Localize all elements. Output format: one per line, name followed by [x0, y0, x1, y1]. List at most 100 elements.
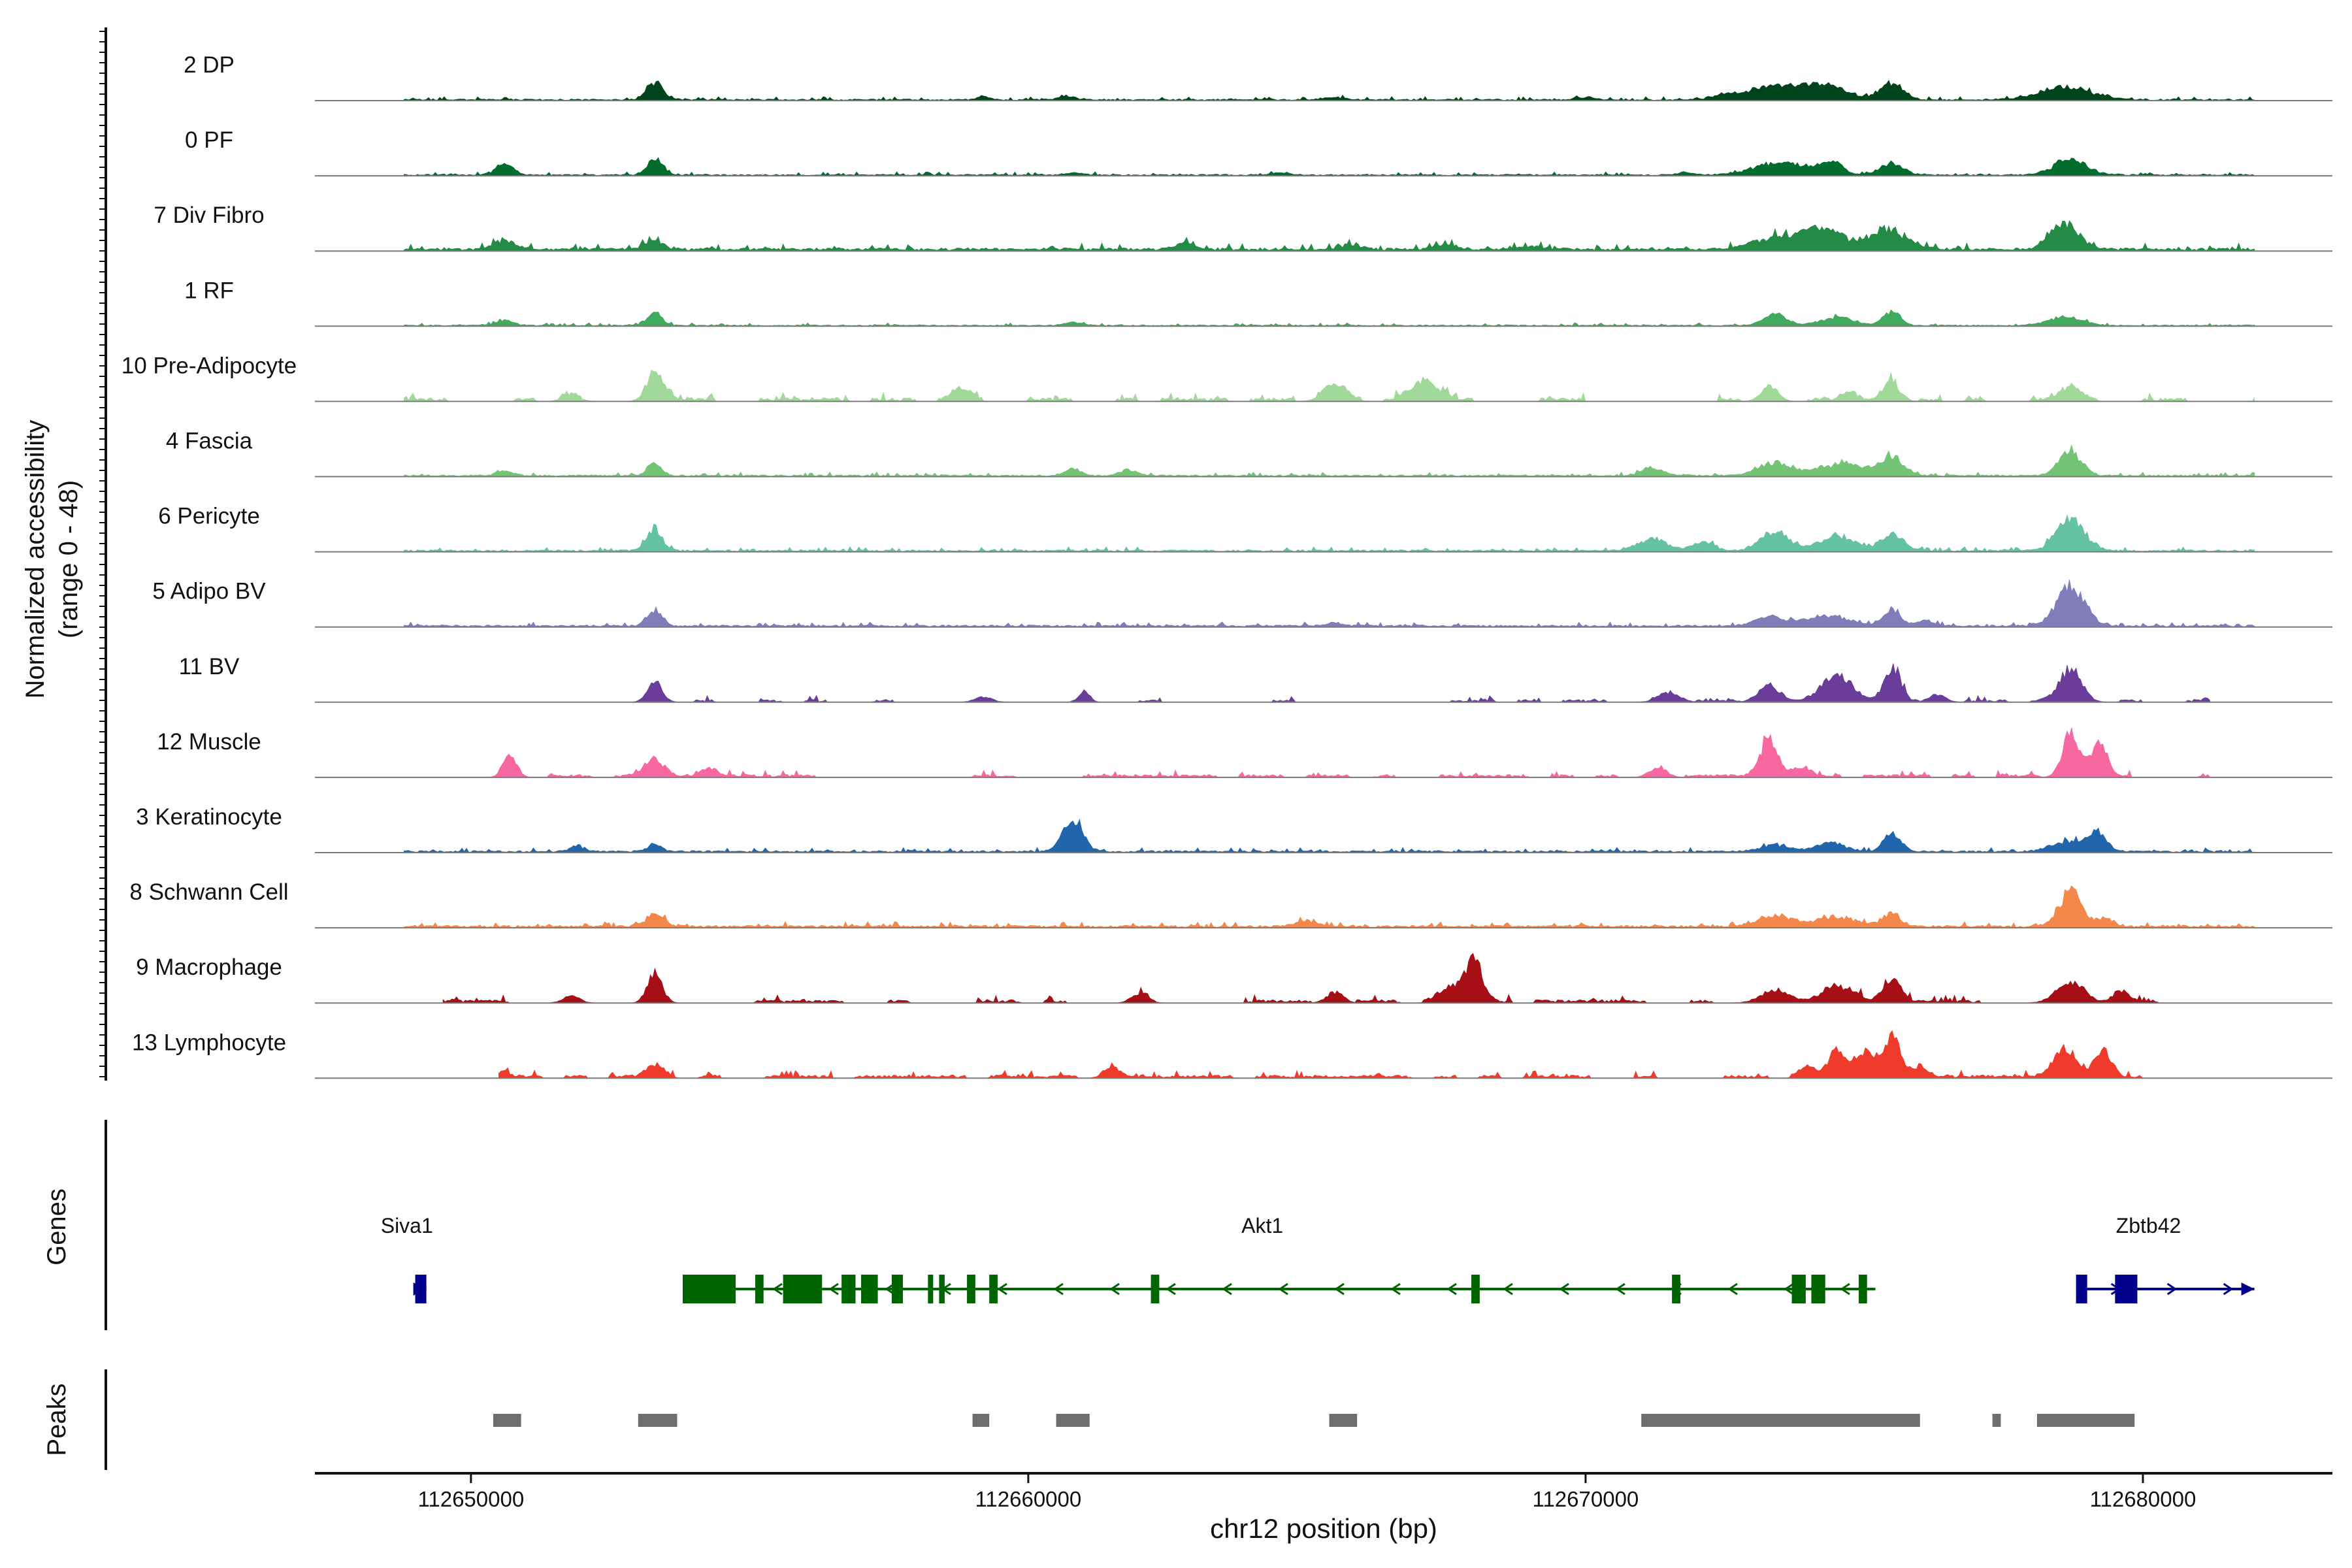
track-label: 12 Muscle [157, 729, 261, 755]
strand-chevron [1390, 1282, 1401, 1296]
track-label: 8 Schwann Cell [129, 879, 288, 905]
track-label: 13 Lymphocyte [132, 1030, 286, 1055]
strand-chevron [1559, 1282, 1569, 1296]
strand-chevron [1109, 1282, 1120, 1296]
coverage-area [404, 444, 2255, 477]
strand-chevron [1727, 1282, 1738, 1296]
peak-region [1056, 1414, 1090, 1427]
strand-chevron [1334, 1282, 1345, 1296]
coverage-area [442, 953, 2210, 1004]
gene-label: Zbtb42 [2116, 1214, 2181, 1237]
y-axis-title-line2: (range 0 - 48) [54, 480, 83, 638]
x-tick-label: 112660000 [975, 1487, 1082, 1511]
gene-exon [967, 1275, 975, 1303]
strand-chevron [2223, 1282, 2234, 1296]
genes-axis-title: Genes [42, 1188, 71, 1266]
strand-chevron [1278, 1282, 1288, 1296]
coverage-area [404, 220, 2255, 252]
coverage-track: 0 PF [185, 127, 2332, 177]
gene-exon [1791, 1275, 1806, 1303]
gene-exon [891, 1275, 903, 1303]
coverage-area [404, 309, 2255, 327]
coverage-track: 6 Pericyte [158, 504, 2332, 553]
x-axis-title: chr12 position (bp) [1210, 1513, 1437, 1544]
track-label: 3 Keratinocyte [136, 804, 282, 830]
coverage-track: 11 BV [179, 654, 2332, 703]
coverage-area [404, 580, 2255, 628]
peak-region [972, 1414, 990, 1427]
coverage-area [404, 514, 2255, 553]
gene-exon [683, 1275, 736, 1303]
track-label: 10 Pre-Adipocyte [122, 353, 297, 378]
gene-label: Siva1 [381, 1214, 433, 1237]
track-label: 7 Div Fibro [154, 203, 264, 228]
gene-exon [1471, 1275, 1480, 1303]
coverage-area [482, 727, 2210, 778]
coverage-track: 12 Muscle [157, 727, 2332, 778]
coverage-track: 2 DP [184, 52, 2332, 101]
gene-exon [2076, 1275, 2087, 1303]
gene-exon [939, 1275, 945, 1303]
track-label: 4 Fascia [166, 429, 253, 454]
coverage-tracks: 2 DP 0 PF 7 Div Fibro 1 RF 10 Pre-Adipocyte 4… [122, 52, 2332, 1079]
gene-exon [415, 1275, 427, 1303]
track-label: 2 DP [184, 52, 235, 78]
strand-chevron [828, 1282, 839, 1296]
coverage-area [404, 369, 2255, 402]
coverage-track: 10 Pre-Adipocyte [122, 353, 2332, 402]
track-label: 6 Pericyte [158, 504, 260, 529]
peak-region [493, 1414, 521, 1427]
gene-exon [989, 1275, 998, 1303]
strand-chevron [1053, 1282, 1064, 1296]
x-tick-label: 112680000 [2090, 1487, 2197, 1511]
coverage-track: 9 Macrophage [136, 953, 2332, 1004]
gene-exon [928, 1275, 934, 1303]
coverage-area [404, 885, 2255, 928]
strand-chevron [1166, 1282, 1176, 1296]
gene-model: Zbtb42 [2076, 1214, 2255, 1303]
coverage-y-axis [99, 27, 107, 1081]
strand-chevron [1615, 1282, 1625, 1296]
coverage-area [404, 819, 2255, 853]
track-label: 0 PF [185, 127, 233, 153]
strand-chevron [997, 1282, 1007, 1296]
coverage-track: 5 Adipo BV [152, 579, 2332, 628]
strand-chevron [2166, 1282, 2178, 1296]
coverage-area [404, 157, 2255, 176]
strand-chevron [1503, 1282, 1513, 1296]
gene-label: Akt1 [1241, 1214, 1283, 1237]
track-label: 5 Adipo BV [152, 579, 266, 604]
strand-chevron [1784, 1282, 1794, 1296]
gene-exon [2115, 1275, 2138, 1303]
track-label: 9 Macrophage [136, 955, 282, 980]
y-axis-title-line1: Normalized accessibility [21, 420, 50, 699]
gene-exon [841, 1275, 856, 1303]
track-label: 1 RF [184, 278, 234, 303]
gene-model: Siva1 [381, 1214, 433, 1303]
coverage-track: 13 Lymphocyte [132, 1030, 2332, 1079]
coverage-track: 8 Schwann Cell [129, 879, 2332, 929]
peak-region [1992, 1414, 2001, 1427]
gene-exon [755, 1275, 764, 1303]
coverage-area [582, 663, 2210, 703]
strand-chevron [772, 1282, 783, 1296]
gene-model: Akt1 [683, 1214, 1876, 1303]
peak-region [638, 1414, 678, 1427]
strand-chevron [1222, 1282, 1232, 1296]
gene-exon [1672, 1275, 1680, 1303]
gene-annotation-track: Siva1 Akt1 Zbtb42 [381, 1214, 2255, 1303]
gene-exon [1151, 1275, 1160, 1303]
peak-region [1641, 1414, 1920, 1427]
peak-region [1329, 1414, 1358, 1427]
gene-exon [860, 1275, 878, 1303]
coverage-area [498, 1030, 2144, 1079]
strand-chevron [1840, 1282, 1850, 1296]
strand-chevron [1446, 1282, 1457, 1296]
x-axis: 112650000 112660000 112670000 112680000 [315, 1472, 2332, 1511]
coverage-area [404, 80, 2255, 101]
peak-region [2036, 1414, 2135, 1427]
track-label: 11 BV [179, 654, 240, 679]
gene-exon [783, 1275, 823, 1303]
gene-exon [1811, 1275, 1825, 1303]
